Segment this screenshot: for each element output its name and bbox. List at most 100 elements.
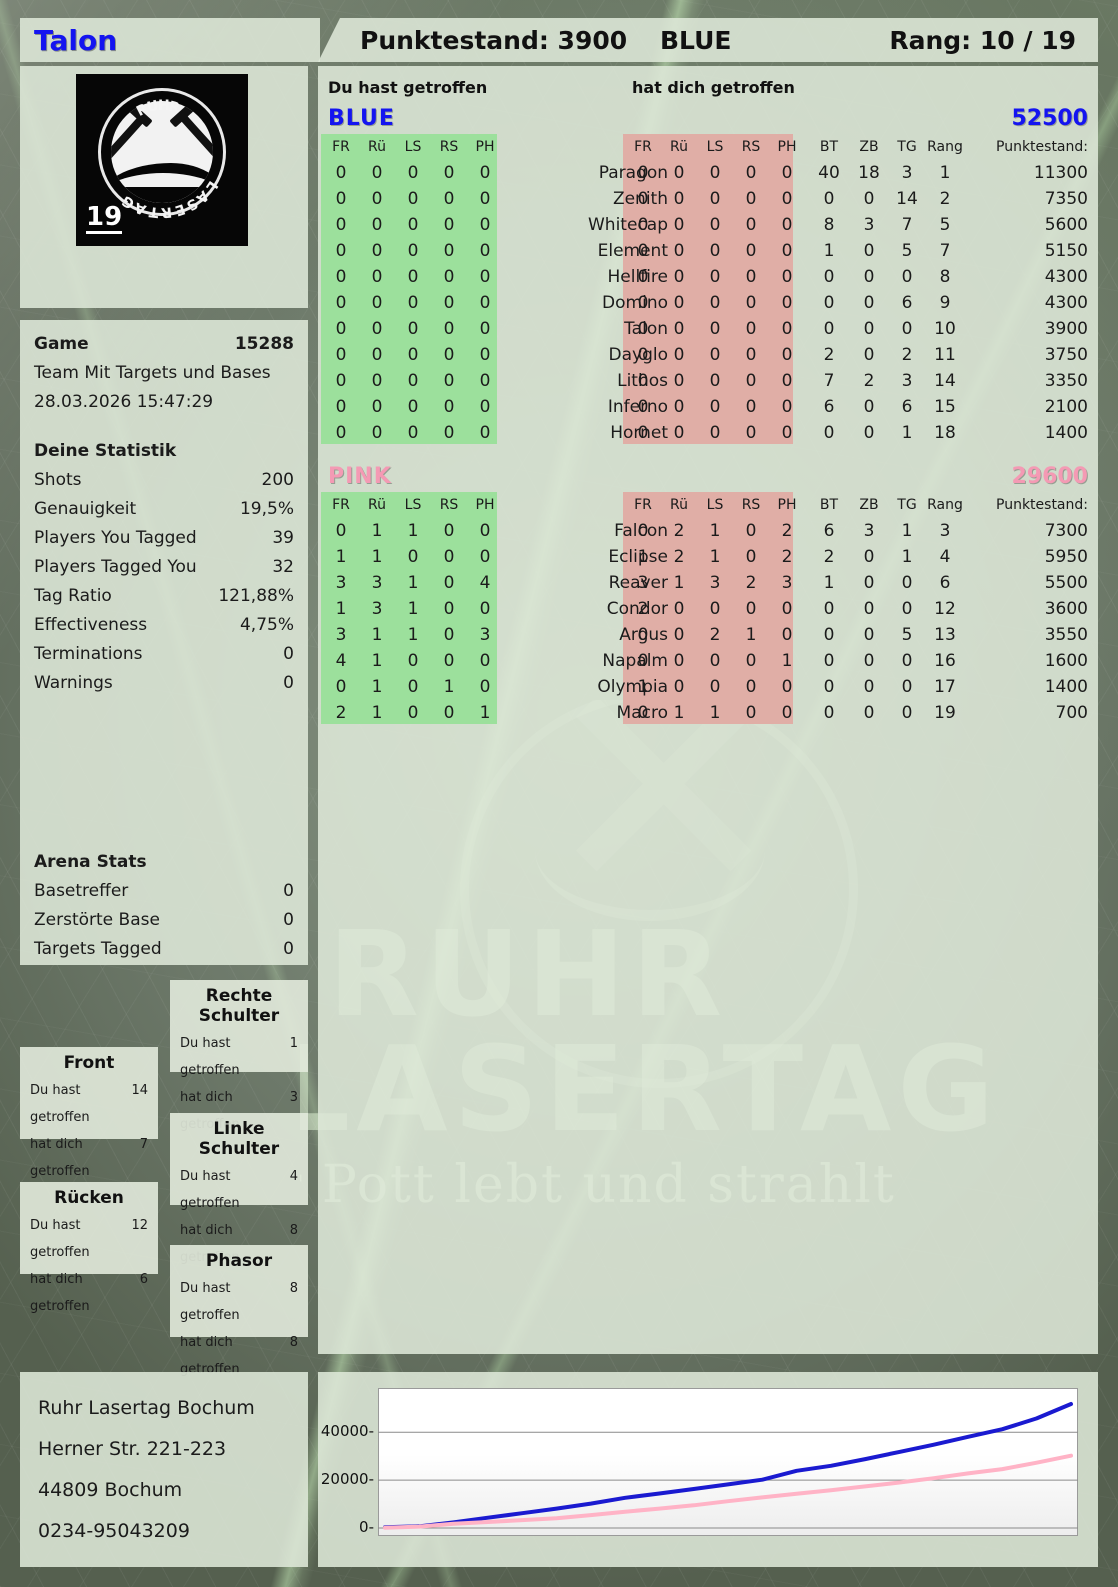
- cell-bt: 1: [823, 573, 835, 593]
- cell-you-tagged: 1: [443, 677, 455, 697]
- cell-tagged-you: 0: [745, 371, 757, 391]
- cell-tagged-you: 3: [709, 573, 721, 593]
- arena-stats-title-text: Arena Stats: [34, 852, 147, 872]
- venue-address-panel: Ruhr Lasertag Bochum Herner Str. 221-223 4…: [20, 1372, 308, 1567]
- table-row[interactable]: 2 1 0 0 1 Macro 0 1 1 0 0 0 0 0 19 700: [318, 700, 1098, 726]
- cell-score: 700: [1055, 703, 1088, 723]
- your-stats-title-text: Deine Statistik: [34, 441, 177, 461]
- stat-row-value: 4,75%: [239, 615, 294, 635]
- cell-tg: 14: [896, 189, 918, 209]
- player-row-name: Olympia: [597, 677, 668, 697]
- hit-zone-you-value: 12: [131, 1218, 148, 1233]
- cell-bt: 0: [823, 293, 835, 313]
- arena-row: Basetreffer 0: [34, 877, 294, 906]
- stat-row: Warnings 0: [34, 669, 294, 698]
- table-row[interactable]: 0 0 0 0 0 Inferno 0 0 0 0 0 6 0 6 15 2100: [318, 394, 1098, 420]
- cell-you-tagged: 1: [479, 703, 491, 723]
- hit-zone-them-value: 8: [289, 1335, 298, 1350]
- chart-plot: [378, 1388, 1078, 1536]
- table-row[interactable]: 3 1 1 0 3 Argus 0 0 2 1 0 0 0 5 13 3550: [318, 622, 1098, 648]
- cell-score: 1400: [1044, 677, 1088, 697]
- player-team-label: BLUE: [660, 25, 732, 55]
- cell-you-tagged: 0: [443, 241, 455, 261]
- table-row[interactable]: 1 3 1 0 0 Condor 2 0 0 0 0 0 0 0 12 3600: [318, 596, 1098, 622]
- hit-zone-you-row: Du hast getroffen 14: [30, 1077, 148, 1131]
- cell-you-tagged: 4: [335, 651, 347, 671]
- cell-zb: 0: [863, 267, 875, 287]
- tagged-you-block: [623, 492, 793, 724]
- cell-you-tagged: 0: [479, 293, 491, 313]
- stat-row: Effectiveness 4,75%: [34, 611, 294, 640]
- cell-tagged-you: 0: [637, 189, 649, 209]
- table-row[interactable]: 0 0 0 0 0 Hellfire 0 0 0 0 0 0 0 0 8 4300: [318, 264, 1098, 290]
- cell-tg: 0: [901, 703, 913, 723]
- cell-you-tagged: 0: [407, 319, 419, 339]
- cell-tagged-you: 0: [673, 423, 685, 443]
- cell-bt: 0: [823, 703, 835, 723]
- player-row-name: Element: [597, 241, 668, 261]
- cell-tagged-you: 0: [637, 703, 649, 723]
- cell-tagged-you: 0: [709, 397, 721, 417]
- player-row-name: Macro: [616, 703, 668, 723]
- cell-score: 4300: [1044, 267, 1088, 287]
- cell-tagged-you: 0: [709, 599, 721, 619]
- cell-zb: 0: [863, 573, 875, 593]
- hit-zone-title: Rechte Schulter: [198, 986, 280, 1026]
- hit-zone-them-row: hat dich getroffen 6: [30, 1266, 148, 1320]
- table-row[interactable]: 0 0 0 0 0 Zenith 0 0 0 0 0 0 0 14 2 7350: [318, 186, 1098, 212]
- table-row[interactable]: 0 1 0 1 0 Olympia 1 0 0 0 0 0 0 0 17 1400: [318, 674, 1098, 700]
- arena-row-value: 0: [283, 939, 294, 959]
- table-row[interactable]: 0 0 0 0 0 Talon 0 0 0 0 0 0 0 0 10 3900: [318, 316, 1098, 342]
- cell-tagged-you: 0: [637, 651, 649, 671]
- cell-tg: 6: [901, 397, 913, 417]
- cell-you-tagged: 0: [443, 371, 455, 391]
- cell-tagged-you: 0: [709, 241, 721, 261]
- cell-tg: 1: [901, 423, 913, 443]
- table-row[interactable]: 0 1 1 0 0 Falcon 0 2 1 0 2 6 3 1 3 7300: [318, 518, 1098, 544]
- cell-bt: 7: [823, 371, 835, 391]
- cell-tg: 0: [901, 267, 913, 287]
- cell-tg: 3: [901, 371, 913, 391]
- table-row[interactable]: 1 1 0 0 0 Eclipse 1 2 1 0 2 2 0 1 4 5950: [318, 544, 1098, 570]
- cell-tagged-you: 0: [673, 599, 685, 619]
- hit-zone-box: Linke Schulter Du hast getroffen 4 hat dich…: [170, 1113, 308, 1265]
- cell-you-tagged: 0: [335, 241, 347, 261]
- table-row[interactable]: 0 0 0 0 0 Element 0 0 0 0 0 1 0 5 7 5150: [318, 238, 1098, 264]
- zone-header-you: Rü: [368, 139, 386, 155]
- player-row-name: Lithos: [617, 371, 668, 391]
- table-row[interactable]: 0 0 0 0 0 Lithos 0 0 0 0 0 7 2 3 14 3350: [318, 368, 1098, 394]
- stat-row: Terminations 0: [34, 640, 294, 669]
- cell-tagged-you: 2: [709, 625, 721, 645]
- arena-stats-panel: Arena Stats Basetreffer 0 Zerstörte Base 0 T…: [20, 700, 308, 965]
- table-row[interactable]: 4 1 0 0 0 Napalm 0 0 0 0 1 0 0 0 16 1600: [318, 648, 1098, 674]
- player-row-name: Condor: [606, 599, 668, 619]
- cell-you-tagged: 0: [443, 423, 455, 443]
- hit-zone-you-row: Du hast getroffen 12: [30, 1212, 148, 1266]
- table-row[interactable]: 0 0 0 0 0 Paragon 0 0 0 0 0 40 18 3 1 11300: [318, 160, 1098, 186]
- cell-tagged-you: 0: [781, 423, 793, 443]
- cell-zb: 3: [863, 521, 875, 541]
- cell-tagged-you: 0: [637, 163, 649, 183]
- cell-you-tagged: 0: [371, 345, 383, 365]
- cell-bt: 8: [823, 215, 835, 235]
- arena-row-value: 0: [283, 881, 294, 901]
- cell-tagged-you: 0: [781, 267, 793, 287]
- cell-rang: 8: [939, 267, 951, 287]
- cell-tagged-you: 0: [745, 319, 757, 339]
- cell-tagged-you: 0: [781, 189, 793, 209]
- table-row[interactable]: 0 0 0 0 0 Whitecap 0 0 0 0 0 8 3 7 5 5600: [318, 212, 1098, 238]
- hit-zone-you-label: Du hast getroffen: [180, 1036, 240, 1078]
- cell-score: 3900: [1044, 319, 1088, 339]
- cell-you-tagged: 0: [443, 215, 455, 235]
- cell-score: 3350: [1044, 371, 1088, 391]
- table-row[interactable]: 0 0 0 0 0 Domino 0 0 0 0 0 0 0 6 9 4300: [318, 290, 1098, 316]
- zone-header-you: PH: [475, 139, 495, 155]
- cell-you-tagged: 0: [443, 163, 455, 183]
- table-row[interactable]: 3 3 1 0 4 Reaver 3 1 3 2 3 1 0 0 6 5500: [318, 570, 1098, 596]
- table-row[interactable]: 0 0 0 0 0 Dayglo 0 0 0 0 0 2 0 2 11 3750: [318, 342, 1098, 368]
- stat-header: BT: [819, 139, 839, 155]
- cell-you-tagged: 0: [479, 423, 491, 443]
- cell-tagged-you: 0: [673, 625, 685, 645]
- player-row-name: Argus: [619, 625, 668, 645]
- table-row[interactable]: 0 0 0 0 0 Hornet 0 0 0 0 0 0 0 1 18 1400: [318, 420, 1098, 446]
